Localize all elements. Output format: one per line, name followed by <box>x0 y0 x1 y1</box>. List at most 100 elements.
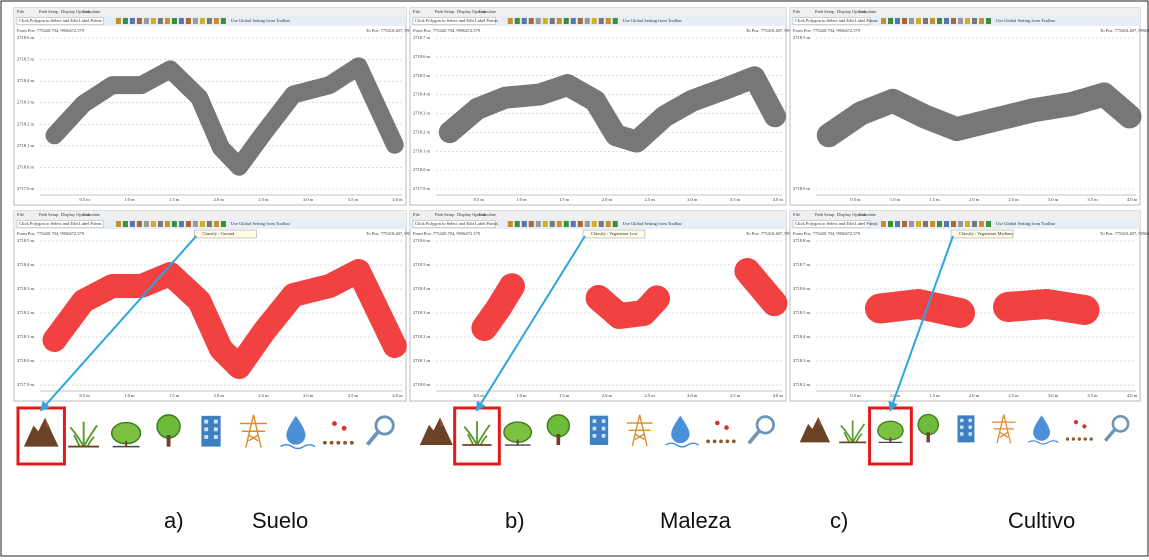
toolbar-button[interactable] <box>902 221 907 227</box>
menu-item[interactable]: Calculate <box>479 212 496 217</box>
toolbar-button[interactable] <box>902 18 907 24</box>
toolbar-button[interactable] <box>158 221 163 227</box>
class-icon[interactable] <box>590 416 608 445</box>
toolbar-button[interactable] <box>207 221 212 227</box>
toolbar-button[interactable] <box>207 18 212 24</box>
toolbar-button[interactable] <box>895 18 900 24</box>
menu-item[interactable]: Calculate <box>859 212 876 217</box>
class-icon[interactable] <box>706 421 735 443</box>
toolbar-button[interactable] <box>606 18 611 24</box>
toolbar-button[interactable] <box>130 221 135 227</box>
toolbar-button[interactable] <box>221 221 226 227</box>
menu-item[interactable]: File <box>793 9 800 14</box>
menu-item[interactable]: File <box>793 212 800 217</box>
toolbar-button[interactable] <box>536 18 541 24</box>
class-icon[interactable] <box>68 422 99 447</box>
toolbar-button[interactable] <box>508 18 513 24</box>
class-icon[interactable] <box>157 415 180 447</box>
toolbar-button[interactable] <box>123 18 128 24</box>
menu-item[interactable]: Path Setup <box>39 212 59 217</box>
class-icon[interactable] <box>240 415 267 448</box>
toolbar-button[interactable] <box>923 221 928 227</box>
toolbar-button[interactable] <box>214 18 219 24</box>
class-icon[interactable] <box>958 415 975 442</box>
toolbar-button[interactable] <box>571 18 576 24</box>
toolbar-button[interactable] <box>599 18 604 24</box>
toolbar-button[interactable] <box>564 221 569 227</box>
toolbar-button[interactable] <box>151 221 156 227</box>
class-icon[interactable] <box>992 415 1016 444</box>
toolbar-button[interactable] <box>557 18 562 24</box>
toolbar-button[interactable] <box>543 221 548 227</box>
toolbar-button[interactable] <box>986 221 991 227</box>
toolbar-button[interactable] <box>515 18 520 24</box>
toolbar-button[interactable] <box>529 18 534 24</box>
toolbar-button[interactable] <box>986 18 991 24</box>
class-icon[interactable] <box>504 422 532 445</box>
toolbar-button[interactable] <box>186 18 191 24</box>
menu-item[interactable]: Calculate <box>859 9 876 14</box>
toolbar-button[interactable] <box>536 221 541 227</box>
toolbar-button[interactable] <box>116 221 121 227</box>
toolbar-button[interactable] <box>958 221 963 227</box>
menu-item[interactable]: File <box>17 212 24 217</box>
toolbar-button[interactable] <box>585 221 590 227</box>
toolbar-button[interactable] <box>550 221 555 227</box>
toolbar-button[interactable] <box>613 18 618 24</box>
toolbar-button[interactable] <box>515 221 520 227</box>
menu-item[interactable]: Path Setup <box>39 9 59 14</box>
menu-item[interactable]: File <box>17 9 24 14</box>
toolbar-button[interactable] <box>916 221 921 227</box>
menu-item[interactable]: Calculate <box>83 212 100 217</box>
toolbar-button[interactable] <box>613 221 618 227</box>
toolbar-button[interactable] <box>606 221 611 227</box>
class-icon[interactable] <box>367 417 393 445</box>
toolbar-button[interactable] <box>888 221 893 227</box>
toolbar-button[interactable] <box>179 18 184 24</box>
class-icon[interactable] <box>1066 420 1093 441</box>
class-icon[interactable] <box>462 421 491 445</box>
toolbar-button[interactable] <box>193 18 198 24</box>
toolbar-button[interactable] <box>951 18 956 24</box>
toolbar-button[interactable] <box>881 18 886 24</box>
toolbar-button[interactable] <box>958 18 963 24</box>
toolbar-button[interactable] <box>888 18 893 24</box>
toolbar-button[interactable] <box>923 18 928 24</box>
toolbar-button[interactable] <box>578 18 583 24</box>
toolbar-button[interactable] <box>972 221 977 227</box>
toolbar-button[interactable] <box>571 221 576 227</box>
toolbar-button[interactable] <box>151 18 156 24</box>
toolbar-button[interactable] <box>200 18 205 24</box>
menu-item[interactable]: Calculate <box>83 9 100 14</box>
class-icon[interactable] <box>839 420 866 442</box>
class-icon[interactable] <box>24 418 59 447</box>
class-icon[interactable] <box>112 423 141 447</box>
toolbar-button[interactable] <box>585 18 590 24</box>
toolbar-button[interactable] <box>944 221 949 227</box>
toolbar-button[interactable] <box>944 18 949 24</box>
toolbar-button[interactable] <box>214 221 219 227</box>
toolbar-button[interactable] <box>881 221 886 227</box>
toolbar-button[interactable] <box>965 18 970 24</box>
toolbar-button[interactable] <box>557 221 562 227</box>
class-icon[interactable] <box>1028 415 1058 444</box>
toolbar-button[interactable] <box>592 221 597 227</box>
toolbar-button[interactable] <box>592 18 597 24</box>
menu-item[interactable]: Path Setup <box>815 9 835 14</box>
toolbar-button[interactable] <box>930 221 935 227</box>
class-icon[interactable] <box>547 415 569 445</box>
toolbar-button[interactable] <box>564 18 569 24</box>
menu-item[interactable]: Calculate <box>479 9 496 14</box>
toolbar-button[interactable] <box>179 221 184 227</box>
toolbar-button[interactable] <box>599 221 604 227</box>
menu-item[interactable]: Path Setup <box>815 212 835 217</box>
toolbar-button[interactable] <box>916 18 921 24</box>
toolbar-button[interactable] <box>116 18 121 24</box>
class-icon[interactable] <box>918 415 938 443</box>
toolbar-button[interactable] <box>972 18 977 24</box>
menu-item[interactable]: Path Setup <box>435 9 455 14</box>
toolbar-button[interactable] <box>550 18 555 24</box>
toolbar-button[interactable] <box>522 18 527 24</box>
toolbar-button[interactable] <box>965 221 970 227</box>
toolbar-button[interactable] <box>930 18 935 24</box>
